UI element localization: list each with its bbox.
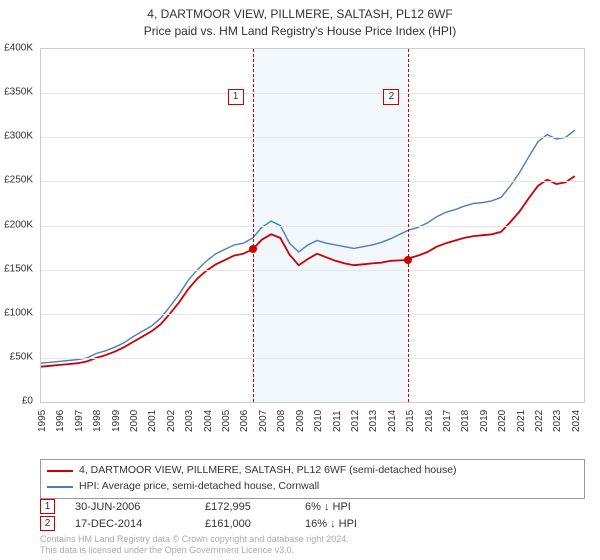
- transaction-price: £172,995: [205, 501, 285, 513]
- chart-container: 4, DARTMOOR VIEW, PILLMERE, SALTASH, PL1…: [0, 0, 600, 560]
- y-tick-label: £350K: [0, 87, 33, 98]
- x-tick-label: 2015: [405, 410, 416, 432]
- x-tick-label: 2018: [460, 410, 471, 432]
- x-tick-label: 2009: [295, 410, 306, 432]
- y-tick-label: £300K: [0, 131, 33, 142]
- transaction-row: 2 17-DEC-2014 £161,000 16% ↓ HPI: [40, 515, 585, 532]
- x-tick-label: 2000: [129, 410, 140, 432]
- x-tick-label: 2003: [184, 410, 195, 432]
- y-tick-label: £200K: [0, 219, 33, 230]
- copyright-line: This data is licensed under the Open Gov…: [40, 545, 349, 556]
- copyright-notice: Contains HM Land Registry data © Crown c…: [40, 534, 349, 557]
- plot-area: 12: [40, 48, 585, 403]
- gridline: [41, 93, 584, 94]
- transaction-marker-line: [253, 49, 254, 402]
- transaction-index: 1: [40, 499, 55, 514]
- x-tick-label: 2013: [368, 410, 379, 432]
- x-tick-label: 2014: [387, 410, 398, 432]
- x-tick-label: 2017: [442, 410, 453, 432]
- x-tick-label: 2005: [221, 410, 232, 432]
- y-tick-label: £100K: [0, 307, 33, 318]
- legend-label-hpi: HPI: Average price, semi-detached house,…: [79, 479, 319, 495]
- transaction-callout: 2: [383, 89, 399, 105]
- x-tick-label: 2011: [332, 410, 343, 432]
- y-tick-label: £150K: [0, 263, 33, 274]
- gridline: [41, 314, 584, 315]
- x-tick-label: 2021: [516, 410, 527, 432]
- gridline: [41, 181, 584, 182]
- transaction-callout: 1: [228, 89, 244, 105]
- y-tick-label: £400K: [0, 43, 33, 54]
- x-tick-label: 1998: [92, 410, 103, 432]
- transaction-date: 30-JUN-2006: [75, 501, 185, 513]
- transaction-point: [249, 245, 257, 253]
- x-tick-label: 2004: [203, 410, 214, 432]
- series-property: [41, 176, 575, 367]
- legend-swatch-property: [47, 470, 73, 472]
- x-tick-label: 1999: [111, 410, 122, 432]
- transaction-row: 1 30-JUN-2006 £172,995 6% ↓ HPI: [40, 498, 585, 515]
- gridline: [41, 226, 584, 227]
- x-tick-label: 2024: [571, 410, 582, 432]
- x-tick-label: 2020: [497, 410, 508, 432]
- legend-label-property: 4, DARTMOOR VIEW, PILLMERE, SALTASH, PL1…: [79, 463, 457, 479]
- x-tick-label: 2022: [534, 410, 545, 432]
- legend-box: 4, DARTMOOR VIEW, PILLMERE, SALTASH, PL1…: [40, 459, 585, 499]
- legend-item-property: 4, DARTMOOR VIEW, PILLMERE, SALTASH, PL1…: [47, 463, 578, 479]
- x-tick-label: 2023: [552, 410, 563, 432]
- copyright-line: Contains HM Land Registry data © Crown c…: [40, 534, 349, 545]
- transaction-marker-line: [408, 49, 409, 402]
- x-tick-label: 2010: [313, 410, 324, 432]
- transaction-pct-vs-hpi: 6% ↓ HPI: [305, 501, 395, 513]
- y-tick-label: £250K: [0, 175, 33, 186]
- x-tick-label: 1996: [55, 410, 66, 432]
- legend-item-hpi: HPI: Average price, semi-detached house,…: [47, 479, 578, 495]
- chart-area: £0£50K£100K£150K£200K£250K£300K£350K£400…: [40, 48, 585, 428]
- legend-swatch-hpi: [47, 486, 73, 488]
- gridline: [41, 270, 584, 271]
- gridline: [41, 137, 584, 138]
- x-tick-label: 1995: [37, 410, 48, 432]
- series-hpi: [41, 130, 575, 363]
- transaction-index: 2: [40, 516, 55, 531]
- x-tick-label: 1997: [74, 410, 85, 432]
- gridline: [41, 358, 584, 359]
- transaction-point: [404, 256, 412, 264]
- chart-subtitle: Price paid vs. HM Land Registry's House …: [0, 23, 600, 40]
- transactions-table: 1 30-JUN-2006 £172,995 6% ↓ HPI 2 17-DEC…: [40, 498, 585, 532]
- x-tick-label: 2012: [350, 410, 361, 432]
- transaction-date: 17-DEC-2014: [75, 518, 185, 530]
- x-tick-label: 2002: [166, 410, 177, 432]
- x-tick-label: 2001: [147, 410, 158, 432]
- x-tick-label: 2006: [239, 410, 250, 432]
- x-tick-label: 2019: [479, 410, 490, 432]
- y-tick-label: £0: [0, 396, 33, 407]
- transaction-price: £161,000: [205, 518, 285, 530]
- chart-title: 4, DARTMOOR VIEW, PILLMERE, SALTASH, PL1…: [0, 0, 600, 23]
- x-tick-label: 2007: [258, 410, 269, 432]
- transaction-pct-vs-hpi: 16% ↓ HPI: [305, 518, 395, 530]
- y-tick-label: £50K: [0, 351, 33, 362]
- x-tick-label: 2008: [276, 410, 287, 432]
- x-tick-label: 2016: [424, 410, 435, 432]
